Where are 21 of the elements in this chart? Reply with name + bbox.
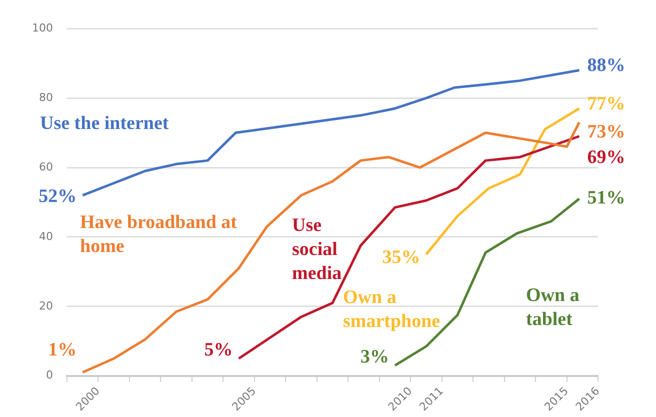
y-tick-label: 80 <box>38 90 53 104</box>
text: Own a tablet <box>526 284 580 330</box>
y-tick-label: 0 <box>46 368 53 382</box>
y-tick-label: 100 <box>32 21 53 34</box>
series-label: Have broadband at home <box>80 212 238 257</box>
data-label: 52% <box>38 186 77 208</box>
series-label: Use social media <box>292 214 342 284</box>
series-label: Own a smartphone <box>343 286 440 332</box>
y-tick-label: 60 <box>38 160 53 174</box>
data-label: 88% <box>587 55 626 76</box>
data-label: 69% <box>587 147 626 168</box>
data-label: 73% <box>587 121 626 142</box>
data-label: 3% <box>360 346 389 368</box>
y-tick-label: 20 <box>38 299 53 312</box>
data-label: 77% <box>587 93 626 114</box>
data-label: 5% <box>204 339 233 360</box>
data-label: 1% <box>48 339 77 360</box>
y-tick-label: 40 <box>38 230 53 243</box>
data-label: 35% <box>382 247 420 268</box>
data-label: 51% <box>587 188 626 209</box>
series-label: Use the internet <box>40 112 170 134</box>
